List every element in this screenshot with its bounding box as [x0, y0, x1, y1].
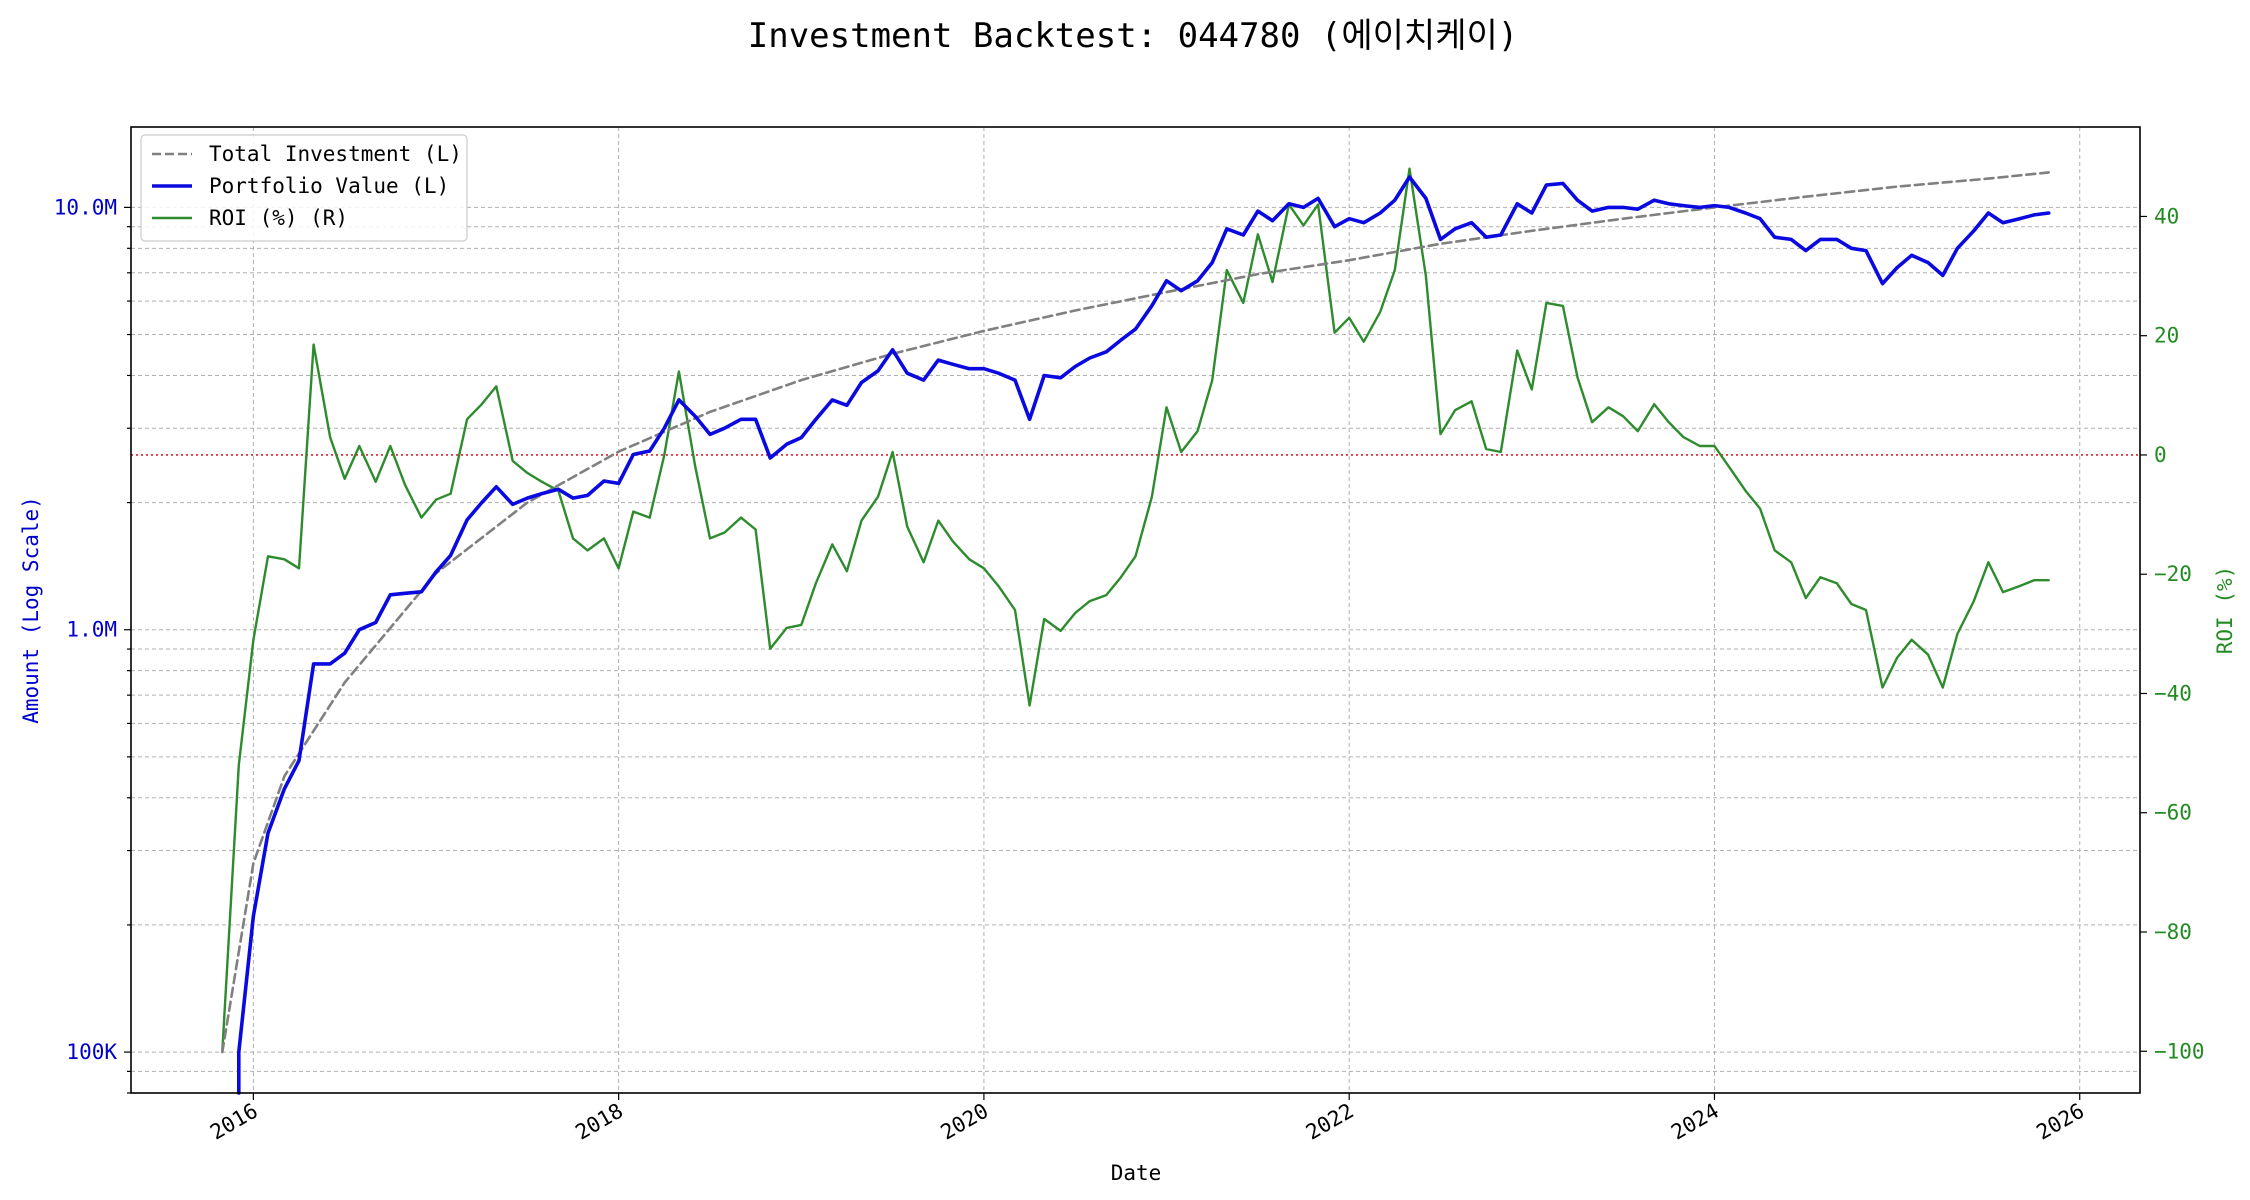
right-tick-label: −40 — [2154, 681, 2192, 705]
roi-line — [221, 167, 2050, 1053]
right-tick-label: 40 — [2154, 204, 2179, 228]
legend-box — [140, 134, 468, 242]
portfolio-value-line — [237, 175, 2051, 1095]
chart-title: Investment Backtest: 044780 (에이치케이) — [748, 16, 1519, 56]
left-axis-label: Amount (Log Scale) — [19, 496, 43, 724]
right-tick-label: 0 — [2154, 443, 2167, 467]
legend-label-total-investment: Total Investment (L) — [209, 142, 462, 166]
left-tick-label: 10.0M — [54, 195, 117, 219]
legend: Total Investment (L) Portfolio Value (L)… — [140, 134, 468, 242]
legend-label-portfolio-value: Portfolio Value (L) — [209, 174, 449, 198]
plot-frame — [130, 126, 2141, 1094]
right-tick-label: −80 — [2154, 920, 2192, 944]
x-axis-label: Date — [1111, 1161, 1162, 1185]
right-axis-label: ROI (%) — [2213, 566, 2237, 655]
right-tick-label: −20 — [2154, 562, 2192, 586]
series-lines — [221, 167, 2051, 1095]
grid — [131, 127, 2140, 1094]
left-tick-label: 1.0M — [66, 618, 117, 642]
right-tick-label: −60 — [2154, 801, 2192, 825]
right-tick-label: −100 — [2154, 1039, 2205, 1063]
left-tick-label: 100K — [66, 1040, 117, 1064]
right-axis: −100 −80 −60 −40 −20 0 20 40 — [2140, 204, 2205, 1063]
left-axis: 100K 1.0M 10.0M — [54, 195, 131, 1094]
right-tick-label: 20 — [2154, 324, 2179, 348]
total-investment-line — [221, 171, 2050, 1054]
legend-label-roi: ROI (%) (R) — [209, 206, 348, 230]
